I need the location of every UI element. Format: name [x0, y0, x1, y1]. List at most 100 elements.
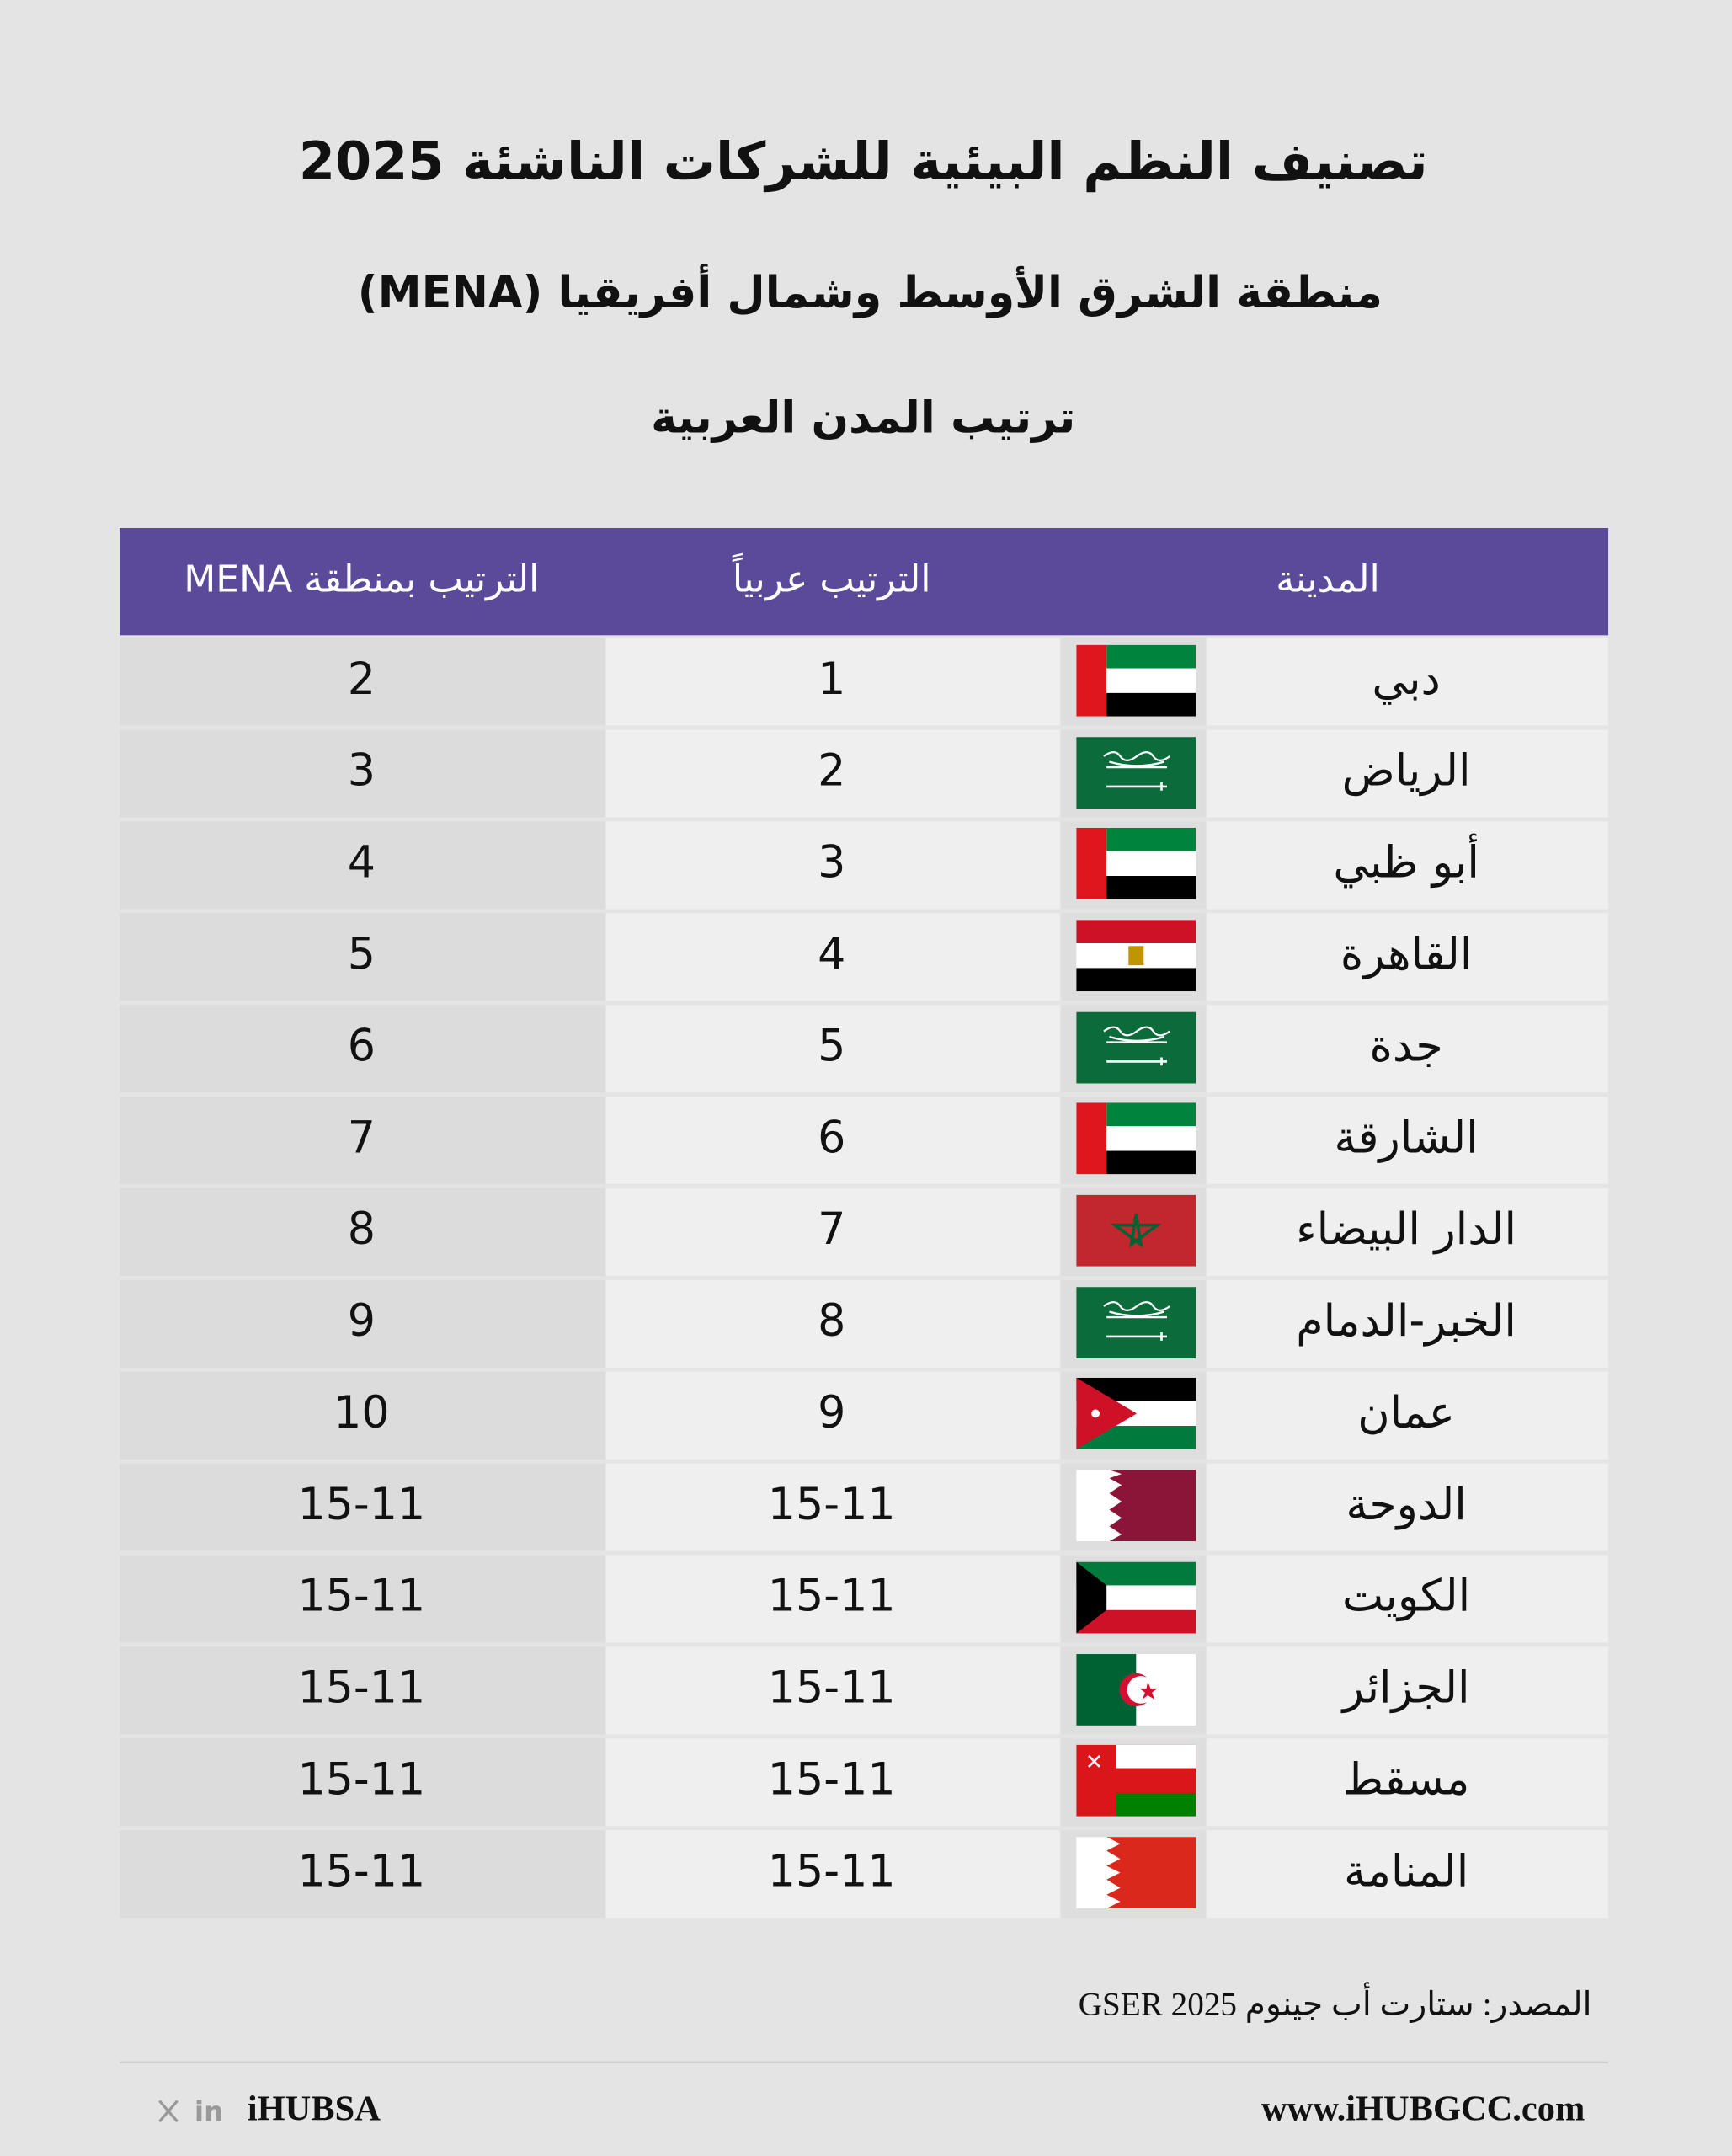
cell	[1207, 1646, 1609, 1735]
cell	[1207, 821, 1609, 910]
column-header: المدينة	[1276, 558, 1379, 601]
cell	[120, 1738, 605, 1827]
heading: ترتيب المدن العربية	[651, 393, 1075, 444]
cell	[1207, 1371, 1609, 1460]
city: دبي	[1372, 654, 1440, 705]
column-header: الترتيب عربياً	[732, 552, 931, 601]
arab-rank: 3	[818, 838, 845, 889]
city: الكويت	[1342, 1572, 1470, 1622]
cell	[1207, 1463, 1609, 1551]
flag	[1076, 920, 1196, 992]
mena-rank: 10	[333, 1388, 389, 1438]
cell	[120, 1005, 605, 1093]
cell	[1207, 638, 1609, 726]
mena-rank: 7	[348, 1113, 376, 1163]
cell	[605, 638, 1060, 726]
city: الخبر-الدمام	[1296, 1296, 1516, 1347]
city: الدار البيضاء	[1296, 1204, 1516, 1255]
cell	[1207, 729, 1609, 818]
arab-rank: 9	[818, 1388, 845, 1438]
flag	[1076, 1194, 1196, 1267]
flag	[1076, 1102, 1196, 1175]
cell	[120, 1646, 605, 1735]
cell	[120, 638, 605, 726]
cell	[605, 1097, 1060, 1185]
city: أبو ظبي	[1333, 834, 1479, 889]
city: المنامة	[1344, 1846, 1468, 1897]
cell	[1207, 1279, 1609, 1368]
cell	[605, 1738, 1060, 1827]
cell	[1207, 1738, 1609, 1827]
flag	[1076, 827, 1196, 899]
flag	[1076, 1744, 1196, 1817]
cell	[605, 1005, 1060, 1093]
flag	[1076, 737, 1196, 809]
column-header: الترتيب بمنطقة MENA	[184, 558, 539, 601]
table-header	[120, 527, 1609, 636]
city: الدوحة	[1346, 1480, 1466, 1530]
cell	[605, 821, 1060, 910]
cell	[605, 1555, 1060, 1643]
arab-rank: 15-11	[768, 1846, 896, 1897]
cell	[120, 1371, 605, 1460]
cell	[120, 1463, 605, 1551]
mena-rank: 2	[348, 654, 376, 705]
arab-rank: 2	[818, 746, 845, 797]
cell	[605, 1371, 1060, 1460]
mena-rank: 15-11	[297, 1663, 425, 1714]
cell	[605, 1830, 1060, 1919]
city: عمان	[1357, 1388, 1455, 1438]
mena-rank: 15-11	[297, 1755, 425, 1806]
flag	[1076, 1837, 1196, 1909]
x-icon	[158, 2100, 179, 2123]
mena-rank: 3	[348, 746, 376, 797]
subtitle: منطقة الشرق الأوسط وشمال أفريقيا (MENA)	[358, 264, 1383, 318]
city: القاهرة	[1340, 929, 1472, 979]
arab-rank: 5	[818, 1021, 845, 1071]
flag	[1076, 1377, 1196, 1449]
cell	[120, 1830, 605, 1919]
cell	[120, 913, 605, 1001]
handle: iHUBSA	[248, 2089, 381, 2128]
cell	[1207, 913, 1609, 1001]
title: تصنيف النظم البيئية للشركات الناشئة 2025	[299, 131, 1428, 192]
city: جدة	[1370, 1021, 1443, 1071]
cell	[605, 1463, 1060, 1551]
cell	[1207, 1097, 1609, 1185]
flag	[1076, 1470, 1196, 1542]
cell	[120, 821, 605, 910]
city: الرياض	[1342, 746, 1471, 797]
flag	[1076, 1287, 1196, 1359]
cell	[120, 729, 605, 818]
flag	[1076, 1561, 1196, 1634]
arab-rank: 6	[818, 1113, 845, 1163]
flag	[1076, 1654, 1196, 1726]
mena-rank: 15-11	[297, 1480, 425, 1530]
cell	[1207, 1005, 1609, 1093]
mena-rank: 9	[348, 1296, 376, 1347]
flag	[1076, 1011, 1196, 1084]
arab-rank: 4	[818, 929, 845, 979]
cell	[1207, 1830, 1609, 1919]
arab-rank: 1	[818, 654, 845, 705]
cell	[120, 1097, 605, 1185]
city: مسقط	[1343, 1755, 1470, 1806]
arab-rank: 15-11	[768, 1663, 896, 1714]
arab-rank: 15-11	[768, 1480, 896, 1530]
linkedin-icon: in	[195, 2095, 223, 2127]
mena-rank: 4	[348, 838, 376, 889]
cell	[605, 729, 1060, 818]
mena-rank: 6	[348, 1021, 376, 1071]
cell	[1207, 1555, 1609, 1643]
arab-rank: 8	[818, 1296, 845, 1347]
mena-rank: 15-11	[297, 1846, 425, 1897]
arab-rank: 15-11	[768, 1755, 896, 1806]
city: الشارقة	[1335, 1113, 1479, 1163]
cell	[605, 1279, 1060, 1368]
mena-rank: 8	[348, 1204, 376, 1255]
cell	[605, 1187, 1060, 1276]
cell	[120, 1279, 605, 1368]
mena-rank: 5	[348, 929, 376, 979]
